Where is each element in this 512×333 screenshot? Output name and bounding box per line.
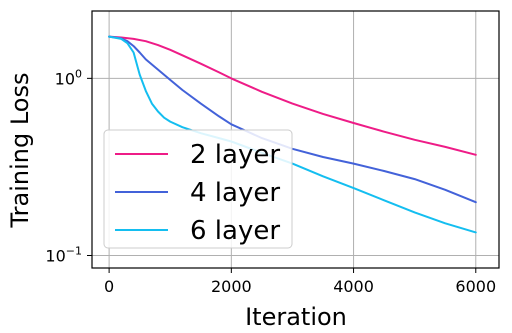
x-tick-label: 0 [104,277,114,296]
x-tick-label: 6000 [455,277,496,296]
series-line-1 [108,35,477,156]
x-tick-label: 2000 [211,277,252,296]
legend-label: 2 layer [190,140,280,170]
y-tick-label: 10−1 [45,244,82,265]
x-tick-label: 4000 [333,277,374,296]
legend-label: 6 layer [190,216,280,246]
x-axis-label: Iteration [245,303,347,331]
ticks: 0 2000 4000 6000 100 10−1 [45,67,496,296]
plot-frame [91,10,500,269]
legend: 2 layer 4 layer 6 layer [103,129,293,249]
y-tick-label: 100 [55,67,82,88]
legend-label: 4 layer [190,178,280,208]
legend-box [103,129,293,249]
y-axis-label: Training Loss [6,73,34,229]
series-line-2 [108,35,477,204]
